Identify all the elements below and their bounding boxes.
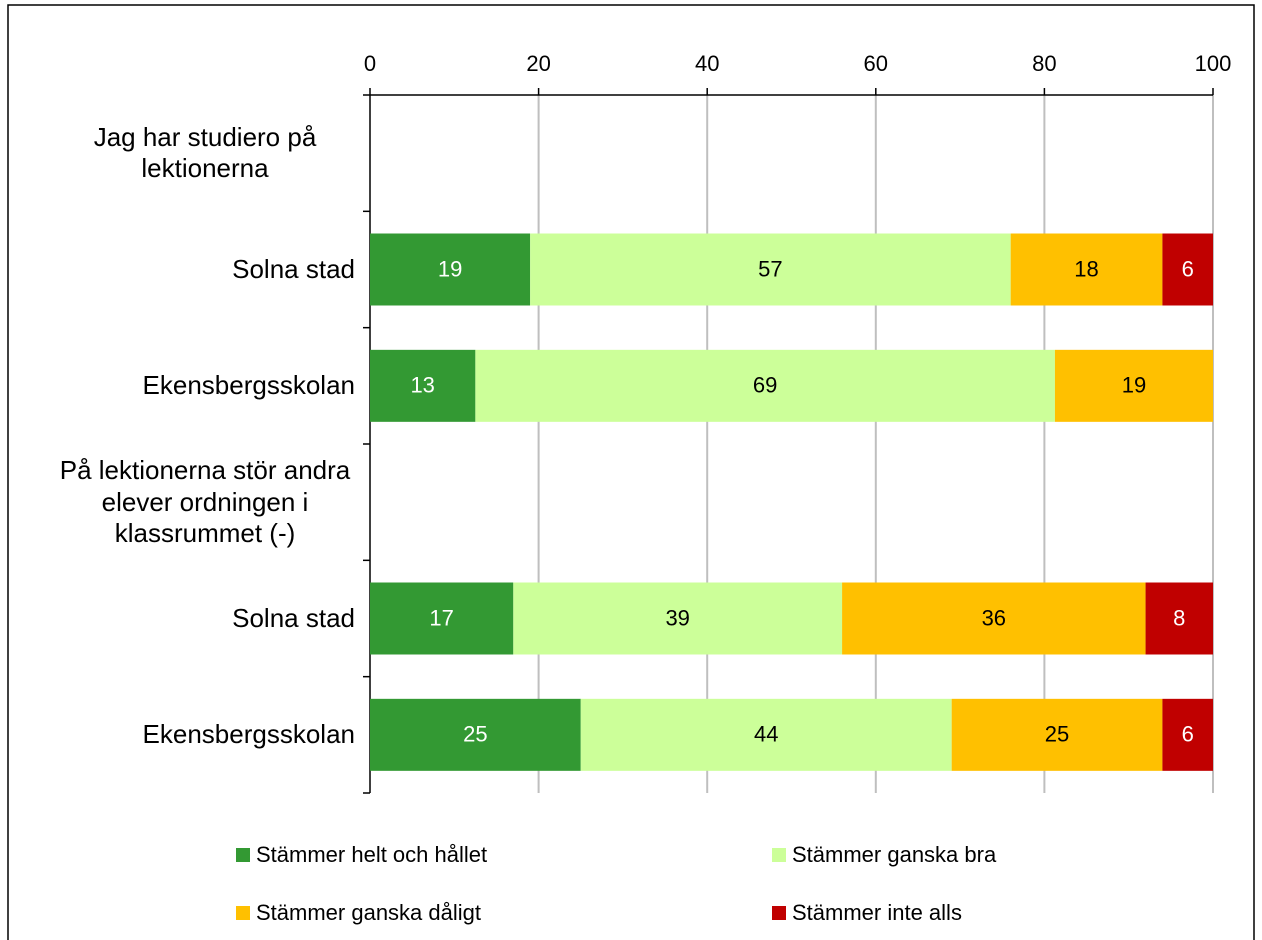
legend-swatch bbox=[236, 906, 250, 920]
bar-segment bbox=[1054, 349, 1213, 422]
bar-segment bbox=[1162, 233, 1213, 306]
x-tick-label: 80 bbox=[1032, 51, 1056, 76]
data-label: 39 bbox=[665, 605, 689, 630]
data-label: 6 bbox=[1182, 256, 1194, 281]
legend-label: Stämmer helt och hållet bbox=[256, 842, 487, 867]
bar-segment bbox=[370, 698, 581, 771]
bar-segment bbox=[842, 582, 1146, 655]
data-label: 6 bbox=[1182, 722, 1194, 747]
bar-segment bbox=[951, 698, 1163, 771]
bar-segment bbox=[370, 582, 514, 655]
y-tick-label: Solna stad bbox=[20, 211, 355, 327]
bar-segment bbox=[1145, 582, 1213, 655]
data-label: 17 bbox=[429, 605, 453, 630]
legend-swatch bbox=[772, 848, 786, 862]
data-label: 36 bbox=[982, 605, 1006, 630]
bar-segment bbox=[1010, 233, 1163, 306]
y-tick-label: Jag har studiero på lektionerna bbox=[20, 95, 355, 211]
bar-segment bbox=[580, 698, 952, 771]
data-label: 18 bbox=[1074, 256, 1098, 281]
legend-label: Stämmer ganska dåligt bbox=[256, 900, 481, 925]
data-label: 57 bbox=[758, 256, 782, 281]
y-tick-label: På lektionerna stör andra elever ordning… bbox=[20, 444, 355, 560]
data-label: 19 bbox=[438, 256, 462, 281]
legend-label: Stämmer ganska bra bbox=[792, 842, 997, 867]
x-tick-label: 40 bbox=[695, 51, 719, 76]
bar-segment bbox=[475, 349, 1055, 422]
x-tick-label: 100 bbox=[1195, 51, 1232, 76]
legend-swatch bbox=[236, 848, 250, 862]
bar-segment bbox=[370, 349, 476, 422]
y-tick-label: Ekensbergsskolan bbox=[20, 328, 355, 444]
y-tick-label-text: Ekensbergsskolan bbox=[142, 370, 355, 401]
bar-segment bbox=[530, 233, 1011, 306]
y-tick-label-text: Solna stad bbox=[232, 602, 355, 633]
bar-segment bbox=[513, 582, 843, 655]
x-tick-label: 0 bbox=[364, 51, 376, 76]
data-label: 69 bbox=[753, 373, 777, 398]
y-tick-label-text: På lektionerna stör andra elever ordning… bbox=[59, 455, 351, 548]
data-label: 13 bbox=[410, 373, 434, 398]
x-tick-label: 60 bbox=[864, 51, 888, 76]
bar-segment bbox=[1162, 698, 1213, 771]
data-label: 44 bbox=[754, 722, 778, 747]
bar-segment bbox=[370, 233, 531, 306]
y-tick-label-text: Jag har studiero på lektionerna bbox=[93, 121, 317, 184]
y-tick-label: Ekensbergsskolan bbox=[20, 677, 355, 793]
y-tick-label: Solna stad bbox=[20, 560, 355, 676]
y-tick-label-text: Solna stad bbox=[232, 253, 355, 284]
x-tick-label: 20 bbox=[526, 51, 550, 76]
data-label: 25 bbox=[463, 722, 487, 747]
legend-label: Stämmer inte alls bbox=[792, 900, 962, 925]
legend-swatch bbox=[772, 906, 786, 920]
y-tick-label-text: Ekensbergsskolan bbox=[142, 719, 355, 750]
data-label: 25 bbox=[1045, 722, 1069, 747]
chart-frame bbox=[7, 4, 1255, 940]
data-label: 8 bbox=[1173, 605, 1185, 630]
data-label: 19 bbox=[1122, 373, 1146, 398]
